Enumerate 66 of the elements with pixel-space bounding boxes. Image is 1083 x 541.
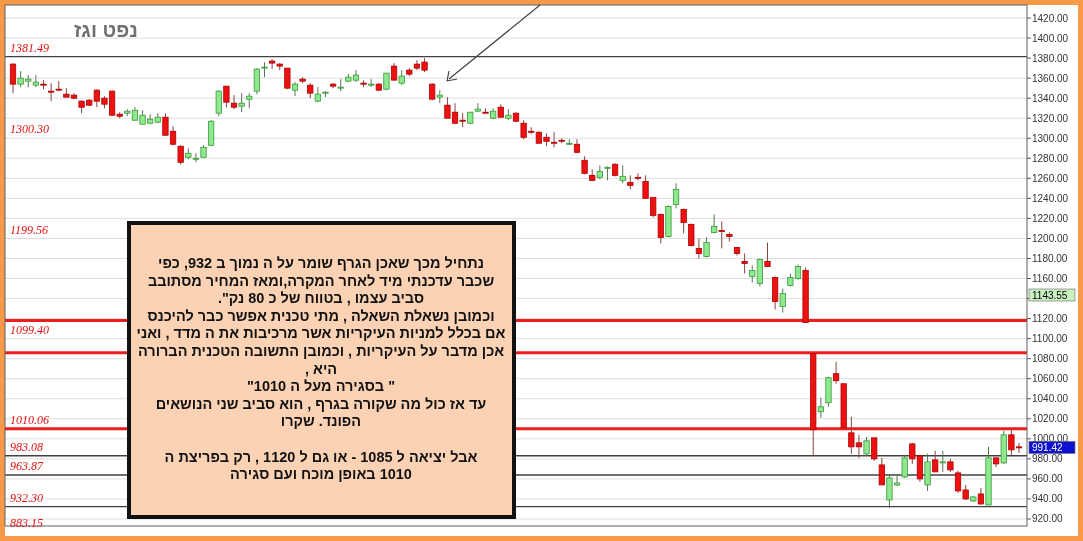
- note-box: נתחיל מכך שאכן הגרף שומר על ה נמוך ב 932, כפי שכבר עדכנתי מיד לאחר המקרה,ומאז המחיר מסתובב סביב עצמו , בטווח של כ 80 נק". וכמובן נשאלת השאלה , מתי טכנית אפשר כבר להיכנס אם בכלל למניות העיקריות אשר מרכיבות את ה מדד , ואני אכן מדבר על העיקריות , וכמובן התשובה הטכנית הברורה היא , " בסגירה מעל ה 1010" עד אז כול מה שקורה בגרף , הוא סביב שני הנושאים הפונד. שקרו אבל יציאה ל 1085 - או גם ל 1120 , רק בפריצת ה 1010 באופן מוכח ועם סגירה: [127, 221, 516, 519]
- text: נפט וגז: [74, 19, 138, 41]
- candlestick: [177, 144, 184, 165]
- y-tick-label: 920.00: [1032, 513, 1064, 525]
- y-tick-label: 1100.00: [1032, 333, 1068, 345]
- candlestick: [779, 288, 786, 314]
- ref-line-label: 963.87: [10, 459, 44, 474]
- y-tick-label: 1380.00: [1032, 52, 1069, 64]
- y-tick-label: 1320.00: [1032, 112, 1069, 124]
- y-tick-label: 1420.00: [1032, 12, 1069, 24]
- y-tick-label: 1080.00: [1032, 353, 1069, 365]
- y-tick-label: 1340.00: [1032, 92, 1069, 104]
- candlestick: [680, 207, 687, 234]
- candlestick: [48, 82, 55, 102]
- ref-line-label: 1381.49: [10, 40, 49, 55]
- annotation: 1300.30: [10, 121, 49, 136]
- y-tick-label: 1120.00: [1032, 313, 1068, 325]
- candlestick: [619, 164, 626, 184]
- y-tick-label: 1160.00: [1032, 273, 1068, 285]
- candlestick: [932, 450, 939, 473]
- candlestick: [223, 85, 230, 108]
- candlestick: [832, 361, 840, 385]
- y-tick-label: 1400.00: [1032, 32, 1069, 44]
- candlestick: [741, 252, 748, 275]
- candlestick: [215, 89, 222, 117]
- y-tick-label: 1020.00: [1032, 413, 1069, 425]
- y-tick-label: 1300.00: [1032, 132, 1069, 144]
- y-tick-label: 940.00: [1032, 493, 1064, 505]
- y-tick-label: 980.00: [1032, 453, 1064, 465]
- candlestick: [230, 94, 238, 110]
- candlestick: [871, 437, 878, 462]
- candlestick: [764, 241, 771, 267]
- candlestick: [551, 131, 558, 148]
- candlestick: [924, 453, 931, 492]
- candlestick: [863, 436, 870, 457]
- annotation: 1099.40: [10, 323, 49, 338]
- candlestick: [192, 152, 200, 163]
- candlestick: [817, 397, 824, 419]
- ref-line-label: 983.08: [10, 439, 43, 454]
- ref-line-label: 932.30: [10, 490, 43, 505]
- y-tick-label: 1240.00: [1032, 192, 1069, 204]
- candlestick: [695, 237, 703, 259]
- candlestick: [939, 450, 946, 473]
- annotation: 883.15: [10, 516, 43, 530]
- candlestick: [718, 220, 725, 249]
- y-tick-label: 1180.00: [1032, 252, 1068, 264]
- y-tick-label: 1280.00: [1032, 152, 1069, 164]
- y-tick-label: 1220.00: [1032, 212, 1069, 224]
- annotation: 1199.56: [10, 222, 49, 237]
- y-tick-label: 1360.00: [1032, 72, 1069, 84]
- candlestick: [878, 457, 885, 486]
- y-tick-label: 960.00: [1032, 473, 1064, 485]
- candlestick: [672, 182, 680, 209]
- y-tick-label: 1260.00: [1032, 172, 1069, 184]
- text: 991.42: [1032, 441, 1064, 453]
- candlestick: [901, 454, 908, 479]
- ref-line-label: 1010.06: [10, 412, 49, 427]
- candlestick: [634, 172, 642, 181]
- candlestick: [291, 81, 299, 97]
- candlestick: [9, 62, 17, 94]
- y-tick-label: 1060.00: [1032, 373, 1069, 385]
- candlestick: [474, 102, 481, 113]
- text: 1143.55: [1032, 289, 1068, 301]
- y-tick-label: 1040.00: [1032, 393, 1069, 405]
- candlestick: [238, 92, 245, 113]
- y-tick-label: 1200.00: [1032, 232, 1069, 244]
